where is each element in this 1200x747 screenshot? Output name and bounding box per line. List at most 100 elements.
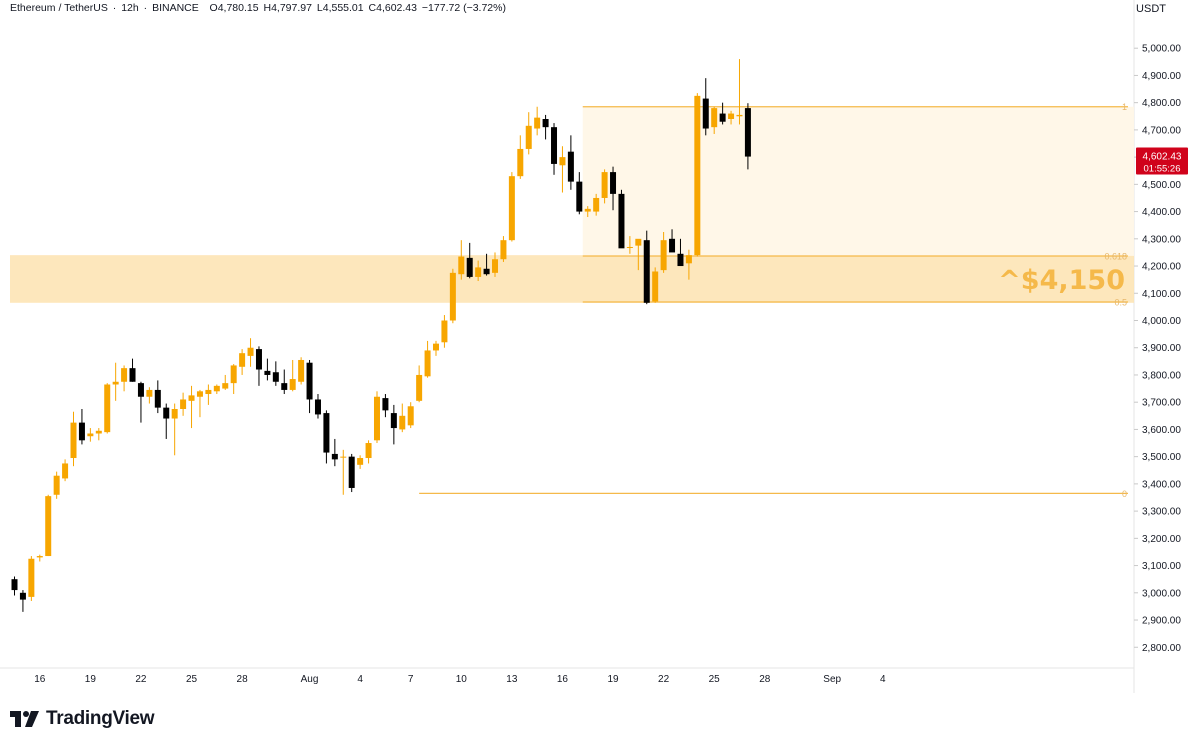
y-axis-tick-label: 4,900.00 xyxy=(1142,71,1181,82)
x-axis-tick-label: Sep xyxy=(823,674,841,685)
candle-body xyxy=(45,496,52,557)
candle-body xyxy=(677,253,684,267)
candle-body xyxy=(542,118,549,128)
candle-body xyxy=(62,463,69,479)
fib-level-label: 0.5 xyxy=(1114,297,1127,307)
x-axis-tick-label: 25 xyxy=(186,674,198,685)
candle-body xyxy=(416,374,423,401)
y-axis-tick-label: 3,300.00 xyxy=(1142,507,1181,518)
candle-body xyxy=(576,181,583,212)
candle-body xyxy=(626,246,633,248)
candle-body xyxy=(188,395,195,401)
candle-body xyxy=(424,350,431,377)
y-axis-tick-label: 3,200.00 xyxy=(1142,534,1181,545)
y-axis-tick-label: 4,000.00 xyxy=(1142,316,1181,327)
candle-body xyxy=(323,413,330,453)
candle-body xyxy=(601,172,608,198)
candle-body xyxy=(137,383,144,397)
candle-body xyxy=(593,197,600,212)
candle-body xyxy=(441,320,448,343)
y-axis-tick-label: 4,800.00 xyxy=(1142,98,1181,109)
candle-body xyxy=(407,406,414,426)
candle-body xyxy=(331,453,338,460)
y-axis-tick-label: 5,000.00 xyxy=(1142,44,1181,55)
candle-body xyxy=(652,271,659,302)
candle-body xyxy=(306,362,313,400)
y-axis-tick-label: 4,100.00 xyxy=(1142,289,1181,300)
candle-body xyxy=(551,127,558,164)
ohlc-open: O4,780.15 xyxy=(209,2,259,14)
fib-level-label: 0.618 xyxy=(1104,251,1127,261)
support-price-annotation: ^$4,150 xyxy=(998,265,1125,296)
candle-body xyxy=(11,579,18,591)
candle-body xyxy=(373,396,380,441)
y-axis-tick-label: 3,400.00 xyxy=(1142,479,1181,490)
candle-body xyxy=(399,415,406,430)
y-axis-tick-label: 3,600.00 xyxy=(1142,425,1181,436)
candle-body xyxy=(500,240,507,260)
ohlc-close: C4,602.43 xyxy=(368,2,417,14)
candle-body xyxy=(559,157,566,166)
y-axis-tick-label: 4,300.00 xyxy=(1142,234,1181,245)
last-price-value: 4,602.43 xyxy=(1143,151,1182,162)
x-axis-tick-label: 16 xyxy=(557,674,569,685)
tradingview-logo[interactable]: TradingView xyxy=(10,708,155,730)
x-axis-tick-label: 10 xyxy=(456,674,468,685)
brand-name: TradingView xyxy=(46,708,155,729)
x-axis-tick-label: 28 xyxy=(759,674,771,685)
candle-body xyxy=(635,238,642,246)
symbol-name[interactable]: Ethereum / TetherUS xyxy=(10,2,108,14)
y-axis-tick-label: 2,800.00 xyxy=(1142,643,1181,654)
candle-body xyxy=(70,422,77,459)
x-axis-tick-label: 19 xyxy=(85,674,97,685)
candle-body xyxy=(382,398,389,411)
candle-body xyxy=(281,383,288,390)
candle-body xyxy=(669,238,676,253)
x-axis-tick-label: 28 xyxy=(237,674,249,685)
candle-body xyxy=(298,359,305,382)
candle-body xyxy=(525,125,532,149)
candle-body xyxy=(584,208,591,212)
candle-body xyxy=(517,148,524,177)
candle-body xyxy=(171,408,178,419)
interval-label[interactable]: 12h xyxy=(121,2,139,14)
candle-body xyxy=(685,255,692,264)
x-axis-tick-label: 22 xyxy=(658,674,670,685)
y-axis-tick-label: 4,500.00 xyxy=(1142,180,1181,191)
last-price-timer: 01:55:26 xyxy=(1144,163,1181,174)
candle-body xyxy=(492,259,499,273)
candle-body xyxy=(702,98,709,129)
candle-body xyxy=(744,108,751,157)
price-axis-unit[interactable]: USDT xyxy=(1136,3,1166,15)
candle-body xyxy=(736,114,743,117)
x-axis-tick-label: 19 xyxy=(607,674,619,685)
candle-body xyxy=(433,343,439,351)
candle-body xyxy=(643,240,650,303)
candle-body xyxy=(466,257,473,277)
y-axis-tick-label: 3,500.00 xyxy=(1142,452,1181,463)
x-axis-tick-label: 4 xyxy=(357,674,363,685)
candle-body xyxy=(711,108,718,128)
support-zone xyxy=(10,255,1134,303)
candle-body xyxy=(660,240,667,271)
y-axis-tick-label: 4,700.00 xyxy=(1142,125,1181,136)
candle-body xyxy=(163,407,170,419)
candle-body xyxy=(618,193,625,249)
candle-body xyxy=(205,389,212,395)
candle-body xyxy=(247,347,254,356)
candle-body xyxy=(104,384,111,433)
x-axis-tick-label: 16 xyxy=(34,674,46,685)
x-axis-tick-label: 13 xyxy=(506,674,518,685)
candle-body xyxy=(180,399,187,409)
fib-region xyxy=(582,106,1134,256)
candle-body xyxy=(146,389,153,397)
fib-level-label: 0 xyxy=(1122,489,1127,499)
candle-body xyxy=(53,475,60,495)
ohlc-change: −177.72 (−3.72%) xyxy=(421,2,506,14)
x-axis-tick-label: Aug xyxy=(301,674,319,685)
candle-body xyxy=(390,413,397,429)
candle-body xyxy=(289,379,296,390)
candle-body xyxy=(230,365,237,384)
candle-body xyxy=(694,95,701,256)
